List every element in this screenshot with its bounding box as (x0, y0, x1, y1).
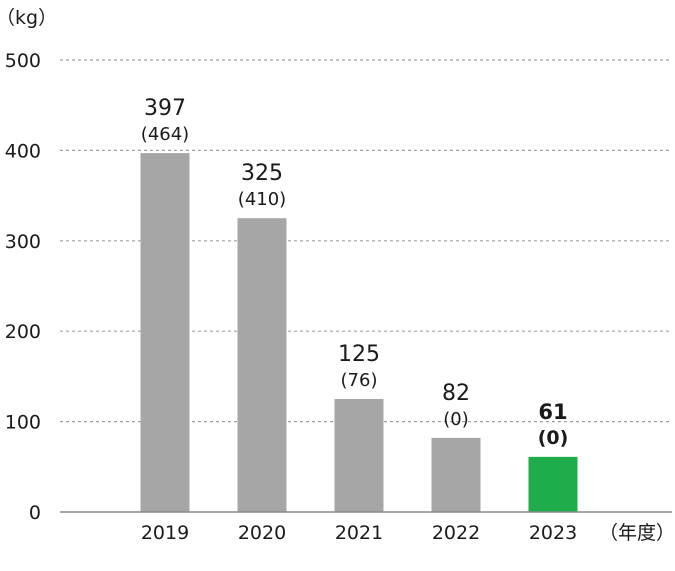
bars (140, 153, 578, 512)
bar-value-label: 397 (144, 96, 186, 121)
x-tick-label: 2022 (432, 522, 480, 544)
x-unit-label: （年度） (599, 522, 675, 544)
bar-secondary-label: (0) (538, 427, 569, 449)
bar-2021 (334, 399, 384, 512)
bar-2022 (431, 437, 481, 512)
bar-secondary-label: (410) (238, 189, 286, 210)
x-axis-ticks: 2019 2020 2021 2022 2023 (141, 522, 577, 544)
x-tick-label: 2019 (141, 522, 189, 544)
bar-2023 (528, 456, 578, 512)
y-axis-ticks: 0 100 200 300 400 500 (5, 50, 41, 524)
y-tick-label: 100 (5, 412, 41, 434)
bar-value-label: 61 (538, 400, 567, 424)
x-tick-label: 2021 (335, 522, 383, 544)
bar-secondary-label: (464) (141, 124, 189, 145)
y-tick-label: 200 (5, 321, 41, 343)
bar-secondary-label: (76) (341, 370, 378, 391)
y-tick-label: 0 (29, 502, 41, 524)
x-tick-label: 2023 (529, 522, 577, 544)
y-unit-label: （kg） (0, 7, 57, 29)
bar-secondary-label: (0) (443, 409, 469, 430)
data-labels: 397 (464) 325 (410) 125 (76) 82 (0) 61 (0) (141, 96, 569, 449)
bar-2019 (140, 153, 190, 512)
bar-value-label: 325 (241, 161, 283, 186)
bar-value-label: 125 (338, 342, 380, 367)
x-tick-label: 2020 (238, 522, 286, 544)
bar-2020 (237, 218, 287, 512)
y-tick-label: 300 (5, 231, 41, 253)
bar-value-label: 82 (442, 381, 470, 406)
y-tick-label: 500 (5, 50, 41, 72)
y-tick-label: 400 (5, 140, 41, 162)
